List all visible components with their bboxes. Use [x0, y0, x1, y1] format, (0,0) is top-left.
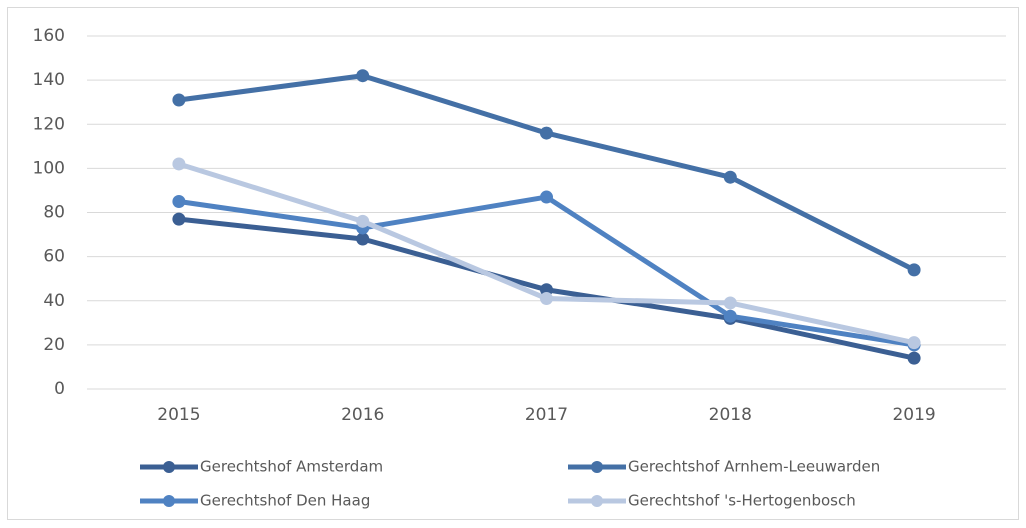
data-point [356, 69, 370, 83]
legend-marker [591, 495, 603, 507]
y-tick-label: 20 [43, 335, 65, 355]
legend-marker [163, 495, 175, 507]
y-tick-label: 140 [33, 70, 65, 90]
x-tick-label: 2017 [525, 405, 568, 425]
y-tick-label: 40 [43, 291, 65, 311]
data-point [172, 157, 186, 171]
y-tick-label: 120 [33, 114, 65, 134]
y-tick-label: 160 [33, 26, 65, 46]
data-point [540, 292, 553, 306]
data-point [907, 351, 921, 365]
data-point [540, 190, 553, 204]
data-point [723, 170, 737, 184]
data-point [907, 336, 921, 350]
x-tick-label: 2015 [157, 405, 200, 425]
data-point [356, 214, 370, 228]
data-point [907, 263, 921, 277]
legend-marker [163, 461, 175, 473]
y-tick-label: 100 [33, 158, 65, 178]
data-point [723, 309, 737, 323]
chart-border [7, 7, 1019, 520]
data-point [540, 126, 553, 140]
y-tick-label: 0 [54, 379, 65, 399]
data-point [356, 232, 370, 246]
legend-marker [591, 461, 603, 473]
data-point [172, 194, 186, 208]
x-tick-label: 2018 [709, 405, 752, 425]
legend-label: Gerechtshof Amsterdam [200, 458, 383, 476]
legend-label: Gerechtshof Arnhem-Leeuwarden [628, 458, 880, 476]
data-point [723, 296, 737, 310]
y-tick-label: 60 [43, 247, 65, 267]
y-tick-label: 80 [43, 203, 65, 223]
data-point [172, 212, 186, 226]
x-tick-label: 2016 [341, 405, 384, 425]
legend-label: Gerechtshof 's-Hertogenbosch [628, 492, 856, 510]
x-tick-label: 2019 [892, 405, 935, 425]
data-point [172, 93, 186, 107]
legend-label: Gerechtshof Den Haag [200, 492, 370, 510]
